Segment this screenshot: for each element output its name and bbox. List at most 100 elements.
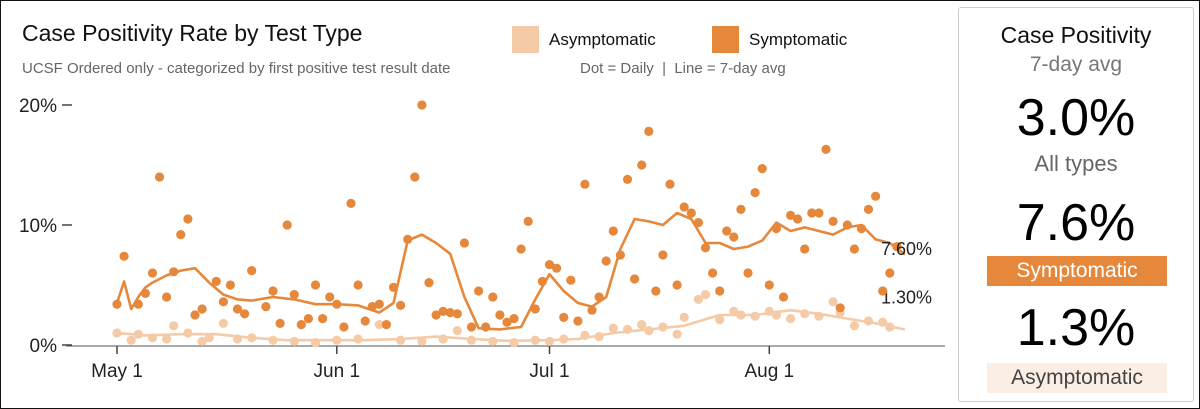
symptomatic-dot-7 bbox=[169, 267, 179, 277]
symptomatic-dot-104 bbox=[871, 191, 881, 201]
asymptomatic-dot-13 bbox=[289, 336, 299, 346]
symptomatic-dot-55 bbox=[523, 216, 533, 226]
symptomatic-dot-5 bbox=[154, 172, 165, 182]
symptomatic-dot-63 bbox=[580, 179, 590, 189]
symptomatic-dot-26 bbox=[318, 314, 328, 324]
symptomatic-dot-93 bbox=[793, 214, 803, 224]
symptomatic-dot-95 bbox=[807, 208, 817, 218]
kpi-symptomatic-value: 7.6% bbox=[1016, 194, 1136, 252]
y-tick-label-0: 0% bbox=[30, 336, 58, 357]
symptomatic-dot-80 bbox=[700, 243, 711, 253]
asymptomatic-dot-53 bbox=[885, 322, 895, 332]
kpi-panel-subtitle: 7-day avg bbox=[1029, 53, 1123, 76]
symptomatic-dot-86 bbox=[743, 268, 753, 278]
legend-label-symptomatic: Symptomatic bbox=[749, 29, 848, 49]
symptomatic-dot-70 bbox=[630, 274, 640, 284]
symptomatic-dot-62 bbox=[573, 316, 583, 326]
asymptomatic-dot-46 bbox=[800, 309, 810, 319]
symptomatic-dot-29 bbox=[339, 322, 349, 332]
symptomatic-dot-105 bbox=[878, 286, 888, 296]
symptomatic-dot-14 bbox=[225, 280, 235, 290]
symptomatic-dot-49 bbox=[481, 322, 491, 332]
asymptomatic-dot-30 bbox=[608, 323, 618, 333]
kpi-symptomatic-badge: Symptomatic bbox=[987, 256, 1167, 286]
symptomatic-dot-3 bbox=[140, 288, 150, 298]
symptomatic-dot-56 bbox=[530, 304, 540, 314]
symptomatic-dot-52 bbox=[502, 317, 512, 327]
symptomatic-dot-82 bbox=[715, 286, 725, 296]
asymptomatic-dot-45 bbox=[786, 314, 796, 324]
asymptomatic-dot-3 bbox=[147, 333, 158, 343]
symptomatic-dot-2 bbox=[133, 299, 143, 309]
x-tick-label-3: Aug 1 bbox=[744, 361, 794, 382]
asymptomatic-dot-32 bbox=[637, 320, 647, 330]
symptomatic-dot-43 bbox=[438, 306, 448, 316]
symptomatic-dot-27 bbox=[325, 292, 335, 302]
asymptomatic-dot-9 bbox=[218, 318, 228, 328]
symptomatic-dot-103 bbox=[863, 204, 874, 214]
symptomatic-dot-60 bbox=[559, 312, 569, 322]
symptomatic-dot-21 bbox=[282, 220, 292, 230]
asymptomatic-dot-24 bbox=[509, 338, 519, 348]
asymptomatic-dot-16 bbox=[353, 334, 363, 344]
symptomatic-dot-77 bbox=[679, 202, 689, 212]
legend-item-asymptomatic[interactable]: Asymptomatic bbox=[512, 26, 656, 53]
asymptomatic-dot-0 bbox=[112, 328, 122, 338]
asymptomatic-dot-1 bbox=[126, 335, 136, 345]
symptomatic-dot-34 bbox=[374, 299, 384, 309]
symptomatic-dot-79 bbox=[693, 218, 704, 228]
chart-note: Dot = Daily | Line = 7-day avg bbox=[580, 60, 786, 77]
legend-item-symptomatic[interactable]: Symptomatic bbox=[712, 26, 847, 53]
symptomatic-dot-53 bbox=[509, 314, 519, 324]
symptomatic-dot-74 bbox=[658, 250, 668, 260]
asymptomatic-dot-34 bbox=[658, 322, 668, 332]
symptomatic-dot-20 bbox=[275, 318, 285, 328]
symptomatic-dot-38 bbox=[403, 234, 413, 244]
symptomatic-dot-16 bbox=[240, 309, 250, 319]
symptomatic-dot-78 bbox=[686, 208, 696, 218]
symptomatic-dot-85 bbox=[736, 204, 746, 214]
asymptomatic-dot-19 bbox=[417, 336, 427, 346]
symptomatic-dot-30 bbox=[346, 198, 356, 208]
symptomatic-dot-0 bbox=[112, 299, 122, 309]
symptomatic-dot-76 bbox=[672, 280, 682, 290]
asymptomatic-dot-11 bbox=[247, 333, 257, 343]
symptomatic-dot-90 bbox=[771, 224, 782, 234]
symptomatic-dot-92 bbox=[786, 210, 796, 220]
symptomatic-dot-11 bbox=[197, 304, 207, 314]
legend-swatch-symptomatic bbox=[712, 26, 739, 53]
x-tick-label-0: May 1 bbox=[91, 361, 143, 382]
asymptomatic-dot-5 bbox=[169, 321, 179, 331]
symptomatic-dot-65 bbox=[594, 292, 604, 302]
symptomatic-dot-64 bbox=[587, 305, 597, 315]
asymptomatic-dot-4 bbox=[162, 334, 172, 344]
asymptomatic-dot-14 bbox=[310, 338, 321, 348]
asymptomatic-dot-52 bbox=[878, 317, 888, 327]
symptomatic-dot-4 bbox=[147, 268, 158, 278]
symptomatic-dot-61 bbox=[566, 275, 576, 285]
symptomatic-dot-42 bbox=[431, 310, 441, 320]
symptomatic-dot-102 bbox=[856, 224, 867, 234]
symptomatic-dot-36 bbox=[388, 282, 399, 292]
symptomatic-dot-83 bbox=[722, 226, 732, 236]
asymptomatic-dot-48 bbox=[828, 297, 838, 307]
symptomatic-dot-22 bbox=[289, 290, 299, 300]
asymptomatic-dot-47 bbox=[814, 311, 824, 321]
symptomatic-dot-35 bbox=[381, 320, 391, 330]
symptomatic-dot-69 bbox=[622, 174, 633, 184]
asymptomatic-dot-43 bbox=[764, 306, 774, 316]
symptomatic-dot-59 bbox=[552, 263, 562, 273]
symptomatic-dot-44 bbox=[445, 308, 455, 318]
symptomatic-dot-106 bbox=[885, 268, 895, 278]
symptomatic-dot-33 bbox=[367, 302, 377, 312]
asymptomatic-dot-8 bbox=[204, 333, 214, 343]
symptomatic-dot-94 bbox=[800, 244, 810, 254]
asymptomatic-end-label: 1.30% bbox=[881, 287, 932, 307]
symptomatic-dot-28 bbox=[332, 299, 342, 309]
symptomatic-dot-73 bbox=[651, 286, 661, 296]
symptomatic-dot-107 bbox=[892, 242, 902, 252]
kpi-all-label: All types bbox=[1034, 151, 1118, 176]
symptomatic-dot-25 bbox=[310, 280, 321, 290]
symptomatic-dot-100 bbox=[842, 220, 852, 230]
kpi-panel-title: Case Positivity bbox=[1000, 22, 1152, 48]
